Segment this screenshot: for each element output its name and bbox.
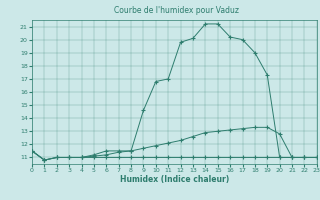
Text: Courbe de l'humidex pour Vaduz: Courbe de l'humidex pour Vaduz [114,6,238,15]
X-axis label: Humidex (Indice chaleur): Humidex (Indice chaleur) [120,175,229,184]
